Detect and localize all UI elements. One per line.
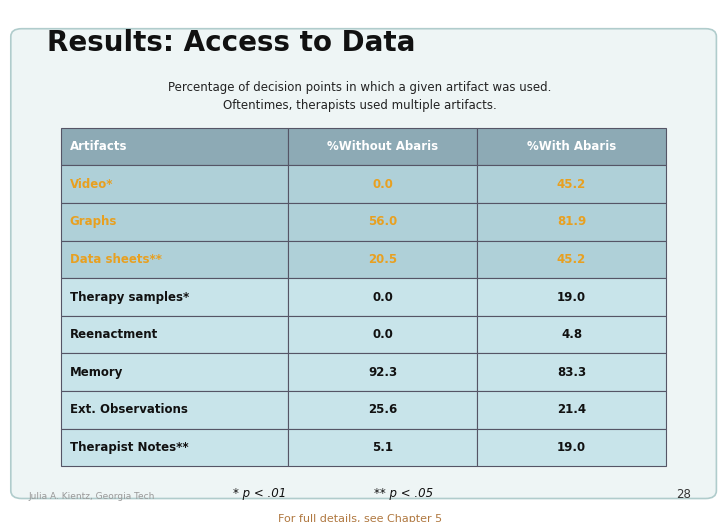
Bar [61, 278, 288, 316]
Bar [477, 429, 666, 466]
Text: Graphs: Graphs [70, 216, 117, 228]
Bar [477, 316, 666, 353]
Bar [477, 128, 666, 165]
Text: 56.0: 56.0 [368, 216, 397, 228]
Text: Therapist Notes**: Therapist Notes** [70, 441, 189, 454]
Text: Percentage of decision points in which a given artifact was used.: Percentage of decision points in which a… [168, 81, 552, 94]
Text: 81.9: 81.9 [557, 216, 586, 228]
Bar [61, 353, 288, 391]
Text: Video*: Video* [70, 178, 113, 191]
Text: %With Abaris: %With Abaris [527, 140, 616, 153]
Bar [61, 203, 288, 241]
Bar [288, 165, 477, 203]
Bar [61, 429, 288, 466]
Text: Reenactment: Reenactment [70, 328, 158, 341]
Text: 45.2: 45.2 [557, 253, 586, 266]
Text: 5.1: 5.1 [372, 441, 393, 454]
Text: Artifacts: Artifacts [70, 140, 127, 153]
Bar [61, 128, 288, 165]
Bar [61, 165, 288, 203]
Text: 21.4: 21.4 [557, 404, 586, 416]
Text: 4.8: 4.8 [561, 328, 582, 341]
Bar [288, 278, 477, 316]
Bar [288, 429, 477, 466]
Bar [288, 241, 477, 278]
Text: 25.6: 25.6 [368, 404, 397, 416]
Text: %Without Abaris: %Without Abaris [327, 140, 438, 153]
Text: ** p < .05: ** p < .05 [374, 487, 433, 500]
Bar [288, 353, 477, 391]
Bar [477, 278, 666, 316]
Bar [61, 391, 288, 429]
Text: Julia A. Kientz, Georgia Tech: Julia A. Kientz, Georgia Tech [29, 492, 156, 501]
FancyBboxPatch shape [11, 29, 716, 499]
Text: Oftentimes, therapists used multiple artifacts.: Oftentimes, therapists used multiple art… [223, 99, 497, 112]
Bar [477, 391, 666, 429]
Text: 19.0: 19.0 [557, 441, 586, 454]
Bar [477, 241, 666, 278]
Text: 45.2: 45.2 [557, 178, 586, 191]
Text: 20.5: 20.5 [368, 253, 397, 266]
Bar [288, 316, 477, 353]
Bar [477, 353, 666, 391]
Bar [61, 241, 288, 278]
Text: 83.3: 83.3 [557, 366, 586, 378]
Bar [288, 203, 477, 241]
Bar [288, 391, 477, 429]
Text: 19.0: 19.0 [557, 291, 586, 303]
Text: Memory: Memory [70, 366, 123, 378]
Text: Ext. Observations: Ext. Observations [70, 404, 188, 416]
Text: Data sheets**: Data sheets** [70, 253, 162, 266]
Text: 92.3: 92.3 [368, 366, 397, 378]
Bar [288, 128, 477, 165]
Text: 0.0: 0.0 [372, 328, 393, 341]
Text: * p < .01: * p < .01 [233, 487, 286, 500]
Text: 28: 28 [676, 488, 691, 501]
Text: 0.0: 0.0 [372, 291, 393, 303]
Text: 0.0: 0.0 [372, 178, 393, 191]
Text: Results: Access to Data: Results: Access to Data [47, 29, 415, 57]
Text: Therapy samples*: Therapy samples* [70, 291, 189, 303]
Bar [61, 316, 288, 353]
Bar [477, 203, 666, 241]
Text: For full details, see Chapter 5: For full details, see Chapter 5 [278, 514, 442, 522]
Bar [477, 165, 666, 203]
